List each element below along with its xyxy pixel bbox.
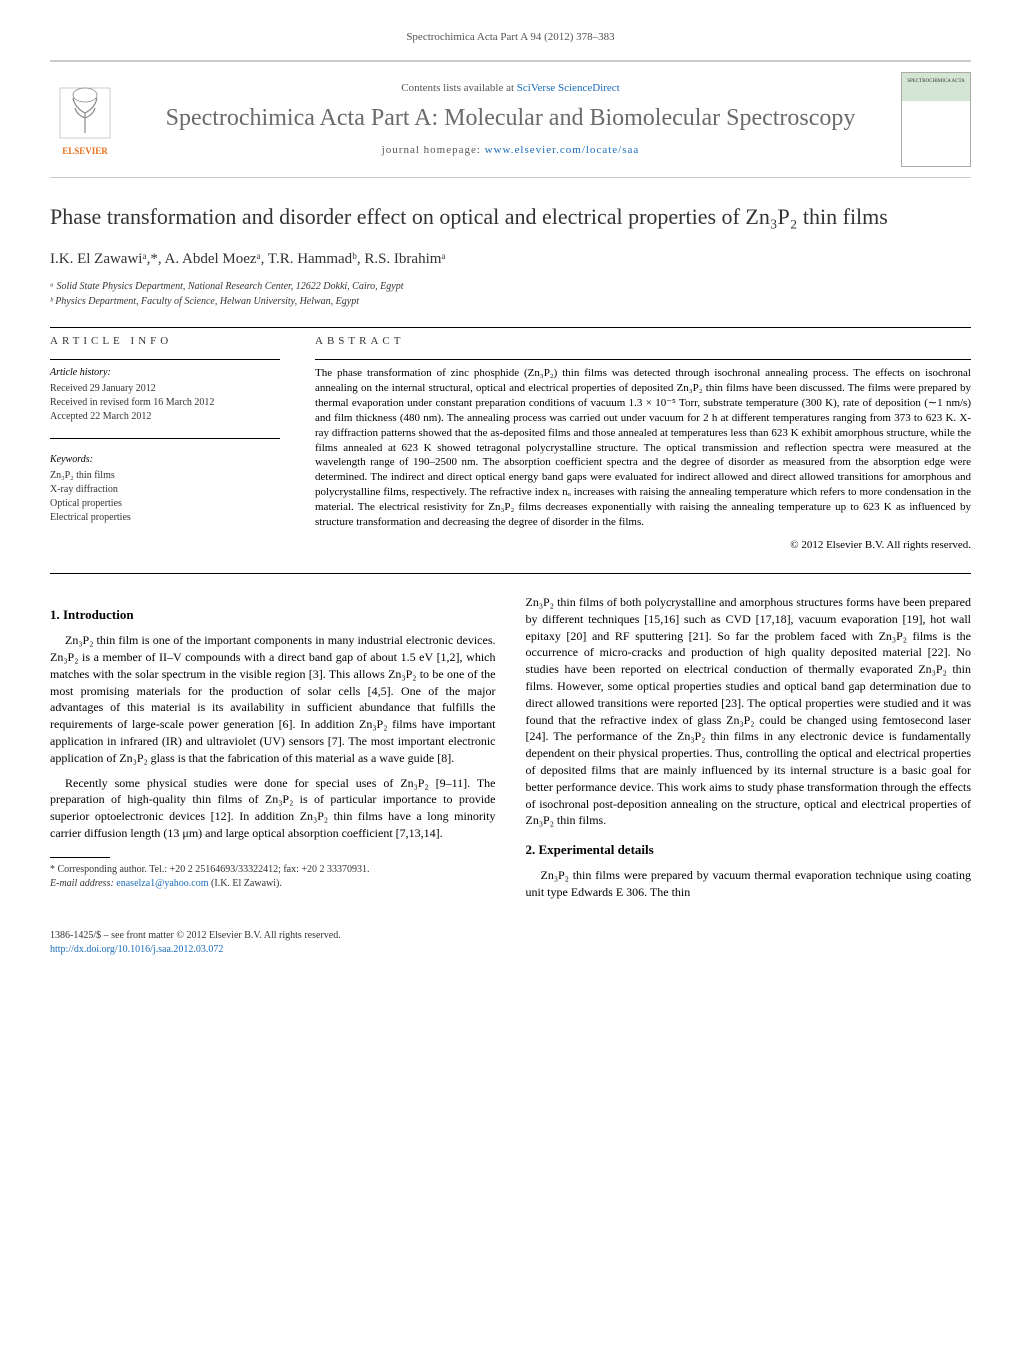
- abstract-copyright: © 2012 Elsevier B.V. All rights reserved…: [315, 538, 971, 553]
- issn-line: 1386-1425/$ – see front matter © 2012 El…: [50, 929, 971, 943]
- corresponding-email-link[interactable]: enaselza1@yahoo.com: [116, 878, 208, 889]
- intro-paragraph-1: Zn₃P₂ thin film is one of the important …: [50, 632, 496, 766]
- contents-prefix: Contents lists available at: [401, 82, 516, 94]
- section-heading-experimental: 2. Experimental details: [526, 841, 972, 859]
- doi-link[interactable]: http://dx.doi.org/10.1016/j.saa.2012.03.…: [50, 944, 223, 955]
- journal-cover-thumbnail: SPECTROCHIMICA ACTA: [901, 72, 971, 167]
- intro-paragraph-3: Zn₃P₂ thin films of both polycrystalline…: [526, 594, 972, 829]
- divider: [50, 573, 971, 574]
- sciencedirect-link[interactable]: SciVerse ScienceDirect: [517, 82, 620, 94]
- footnote-separator: [50, 857, 110, 858]
- publisher-name: ELSEVIER: [62, 145, 108, 158]
- divider: [315, 359, 971, 360]
- publisher-logo: ELSEVIER: [50, 80, 120, 160]
- elsevier-tree-icon: [55, 83, 115, 143]
- keywords-label: Keywords:: [50, 453, 280, 467]
- affiliation-a: ᵃ Solid State Physics Department, Nation…: [50, 280, 971, 294]
- journal-title-block: Contents lists available at SciVerse Sci…: [135, 76, 886, 164]
- experimental-paragraph-1: Zn₃P₂ thin films were prepared by vacuum…: [526, 867, 972, 901]
- intro-paragraph-2: Recently some physical studies were done…: [50, 775, 496, 842]
- running-header: Spectrochimica Acta Part A 94 (2012) 378…: [50, 30, 971, 45]
- divider: [50, 359, 280, 360]
- article-info-label: article info: [50, 334, 280, 349]
- footnote-marker: *: [50, 864, 55, 875]
- journal-name: Spectrochimica Acta Part A: Molecular an…: [150, 104, 871, 133]
- article-title: Phase transformation and disorder effect…: [50, 203, 971, 231]
- author-list: I.K. El Zawawiᵃ,*, A. Abdel Moezᵃ, T.R. …: [50, 249, 971, 270]
- contents-available-line: Contents lists available at SciVerse Sci…: [150, 81, 871, 96]
- homepage-prefix: journal homepage:: [382, 144, 485, 156]
- email-author: (I.K. El Zawawi).: [211, 878, 282, 889]
- divider: [50, 327, 971, 328]
- affiliations: ᵃ Solid State Physics Department, Nation…: [50, 280, 971, 309]
- history-received: Received 29 January 2012: [50, 382, 280, 396]
- abstract-text: The phase transformation of zinc phosphi…: [315, 366, 971, 529]
- page-footer-meta: 1386-1425/$ – see front matter © 2012 El…: [50, 929, 971, 957]
- keyword-3: Optical properties: [50, 497, 280, 511]
- journal-homepage-link[interactable]: www.elsevier.com/locate/saa: [485, 144, 640, 156]
- cover-label: SPECTROCHIMICA ACTA: [902, 78, 970, 85]
- history-accepted: Accepted 22 March 2012: [50, 410, 280, 424]
- meta-abstract-row: article info Article history: Received 2…: [50, 334, 971, 553]
- journal-homepage-line: journal homepage: www.elsevier.com/locat…: [150, 143, 871, 158]
- keyword-1: Zn₃P₂ thin films: [50, 469, 280, 483]
- history-revised: Received in revised form 16 March 2012: [50, 396, 280, 410]
- body-two-column: 1. Introduction Zn₃P₂ thin film is one o…: [50, 594, 971, 909]
- abstract-column: abstract The phase transformation of zin…: [315, 334, 971, 553]
- abstract-label: abstract: [315, 334, 971, 349]
- history-label: Article history:: [50, 366, 280, 380]
- divider: [50, 438, 280, 439]
- keyword-2: X-ray diffraction: [50, 483, 280, 497]
- email-label: E-mail address:: [50, 878, 114, 889]
- footnote-text: Corresponding author. Tel.: +20 2 251646…: [58, 864, 370, 875]
- keyword-4: Electrical properties: [50, 511, 280, 525]
- section-heading-introduction: 1. Introduction: [50, 606, 496, 624]
- affiliation-b: ᵇ Physics Department, Faculty of Science…: [50, 295, 971, 309]
- article-info-column: article info Article history: Received 2…: [50, 334, 280, 553]
- journal-header-bar: ELSEVIER Contents lists available at Sci…: [50, 60, 971, 178]
- corresponding-author-footnote: * Corresponding author. Tel.: +20 2 2516…: [50, 863, 496, 891]
